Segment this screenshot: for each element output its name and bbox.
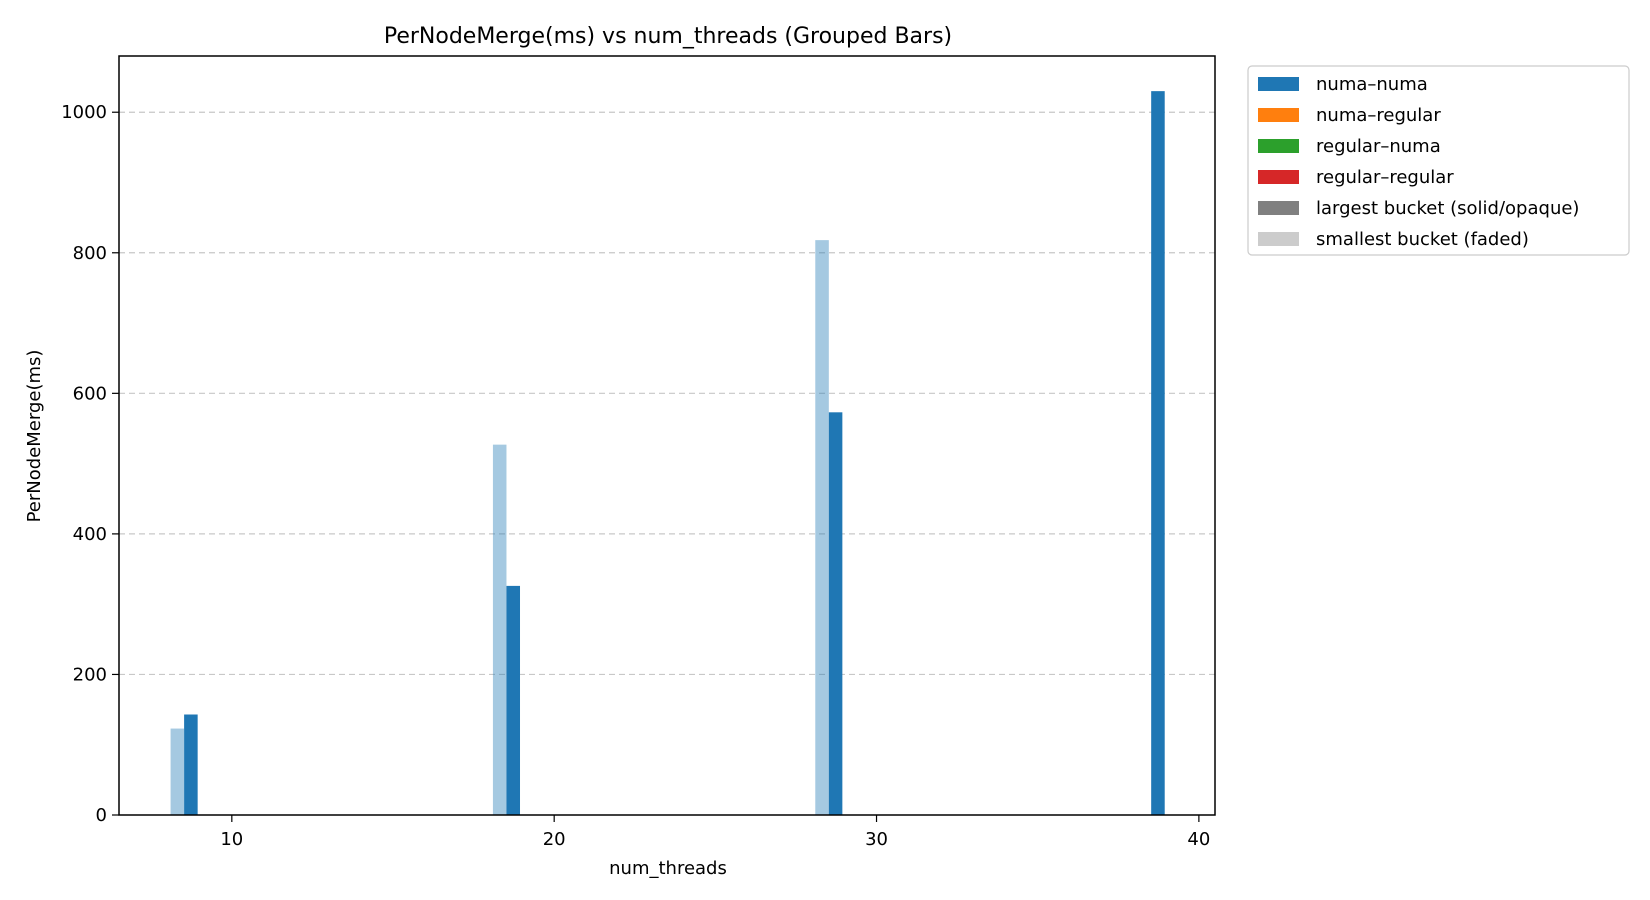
bar-largest-bucket (506, 585, 521, 815)
legend-swatch (1258, 170, 1299, 184)
y-tick-label: 200 (73, 664, 107, 685)
legend-swatch (1258, 232, 1299, 246)
grid-layer (119, 111, 1215, 676)
x-tick-label: 10 (220, 829, 243, 850)
x-axis: 10 20 30 40 (220, 815, 1210, 850)
legend-swatch (1258, 108, 1299, 122)
legend-swatch (1258, 201, 1299, 215)
x-tick-label: 20 (543, 829, 566, 850)
y-tick-label: 800 (73, 243, 107, 264)
x-tick-label: 40 (1187, 829, 1210, 850)
chart-title: PerNodeMerge(ms) vs num_threads (Grouped… (384, 24, 952, 49)
plot-frame (118, 55, 1216, 816)
legend-label: regular–regular (1316, 167, 1454, 188)
y-axis-label: PerNodeMerge(ms) (24, 350, 45, 523)
legend-label: numa–regular (1316, 105, 1441, 126)
bar-largest-bucket (184, 714, 198, 815)
legend-label: numa–numa (1316, 74, 1428, 95)
y-tick-label: 400 (73, 524, 107, 545)
bar-smallest-bucket (492, 444, 507, 815)
x-tick-label: 30 (865, 829, 888, 850)
y-tick-label: 0 (96, 805, 107, 826)
bar-smallest-bucket (170, 728, 185, 815)
legend-label: smallest bucket (faded) (1316, 229, 1529, 250)
y-axis: 0 200 400 600 800 1000 (61, 102, 119, 826)
x-axis-label: num_threads (609, 858, 727, 879)
legend-label: regular–numa (1316, 136, 1441, 157)
legend-box (1247, 65, 1630, 256)
legend-label: largest bucket (solid/opaque) (1316, 198, 1579, 219)
bar-largest-bucket (828, 412, 843, 815)
y-tick-label: 600 (73, 383, 107, 404)
bars-layer (170, 91, 1165, 815)
legend-swatch (1258, 139, 1299, 153)
bar-largest-bucket (1151, 91, 1165, 815)
y-tick-label: 1000 (61, 102, 107, 123)
legend-swatch (1258, 77, 1299, 91)
bar-smallest-bucket (815, 240, 829, 815)
legend: numa–numa numa–regular regular–numa regular… (1247, 65, 1630, 256)
